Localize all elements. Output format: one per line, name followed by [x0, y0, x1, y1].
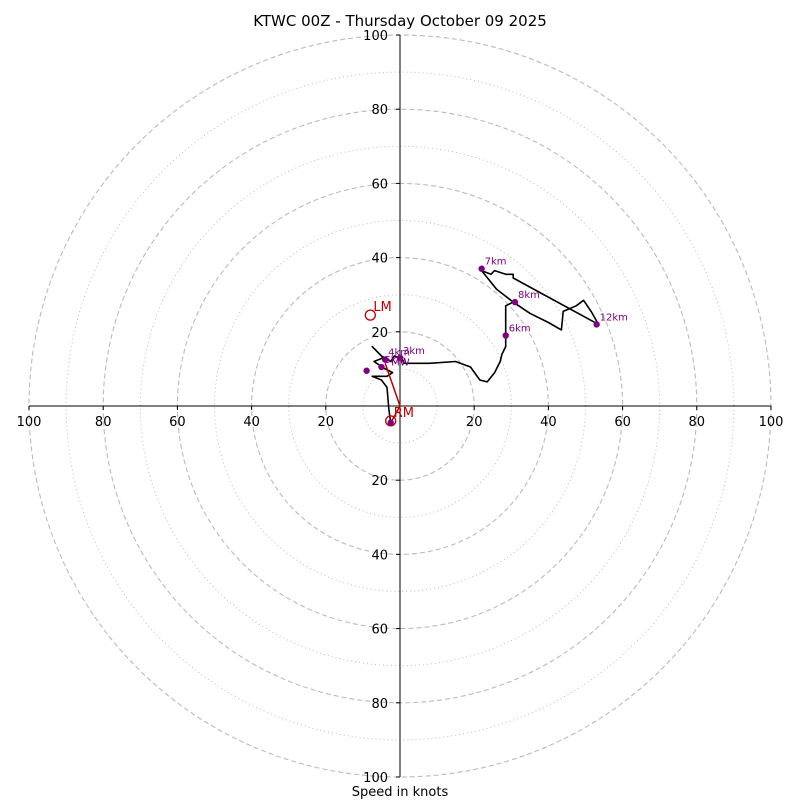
height-label-8km: 8km — [518, 290, 540, 301]
storm-motion-layer: LM RM MW — [364, 300, 414, 427]
height-point-4km — [381, 356, 389, 363]
left-mover-marker — [364, 309, 376, 321]
height-point-unlabeled-3 — [363, 367, 370, 374]
tick-label-top-40: 40 — [371, 252, 388, 267]
tick-label-right-20: 20 — [466, 415, 483, 430]
tick-label-left-20: 20 — [318, 415, 335, 430]
tick-label-right-80: 80 — [689, 415, 706, 430]
height-label-12km: 12km — [600, 312, 628, 323]
tick-label-right-40: 40 — [540, 415, 557, 430]
tick-label-bottom-60: 60 — [371, 623, 388, 638]
height-point-5km — [378, 363, 385, 371]
height-label-5km: 5km — [384, 355, 406, 366]
hodograph-trace — [371, 269, 600, 423]
height-point-12km — [593, 321, 600, 328]
tick-label-left-40: 40 — [243, 415, 260, 430]
height-label-3km: 3km — [403, 346, 425, 357]
tick-label-bottom-40: 40 — [371, 548, 388, 563]
x-axis-label: Speed in knots — [352, 785, 449, 800]
tick-label-top-60: 60 — [371, 177, 388, 192]
height-point-6km — [502, 332, 509, 339]
tick-label-left-60: 60 — [169, 415, 186, 430]
height-label-4km: 4km — [388, 348, 410, 359]
tick-label-bottom-80: 80 — [371, 697, 388, 712]
tick-label-left-80: 80 — [95, 415, 112, 430]
height-point-8km — [511, 298, 519, 306]
tick-label-bottom-20: 20 — [371, 474, 388, 489]
chart-title: KTWC 00Z - Thursday October 09 2025 — [253, 12, 547, 30]
tick-label-left-100: 100 — [17, 415, 42, 430]
tick-label-top-100: 100 — [363, 29, 388, 44]
left-mover-label: LM — [373, 300, 391, 315]
tick-label-top-80: 80 — [371, 103, 388, 118]
tick-label-top-20: 20 — [371, 326, 388, 341]
height-point-unlabeled-8 — [387, 419, 394, 426]
tick-label-bottom-100: 100 — [363, 771, 388, 786]
height-point-3km — [396, 354, 404, 361]
tick-label-right-60: 60 — [614, 415, 631, 430]
right-mover-label: RM — [394, 406, 414, 421]
mean-wind-label: MW — [391, 357, 410, 368]
tick-labels: 100 80 60 40 20 20 40 60 80 100 20 40 60 80 100 20 40 60 8… — [17, 29, 784, 786]
height-label-7km: 7km — [485, 257, 507, 268]
height-label-6km: 6km — [509, 324, 531, 335]
hodograph-trace-layer — [371, 269, 600, 423]
tick-label-right-100: 100 — [759, 415, 784, 430]
height-point-7km — [478, 265, 485, 272]
